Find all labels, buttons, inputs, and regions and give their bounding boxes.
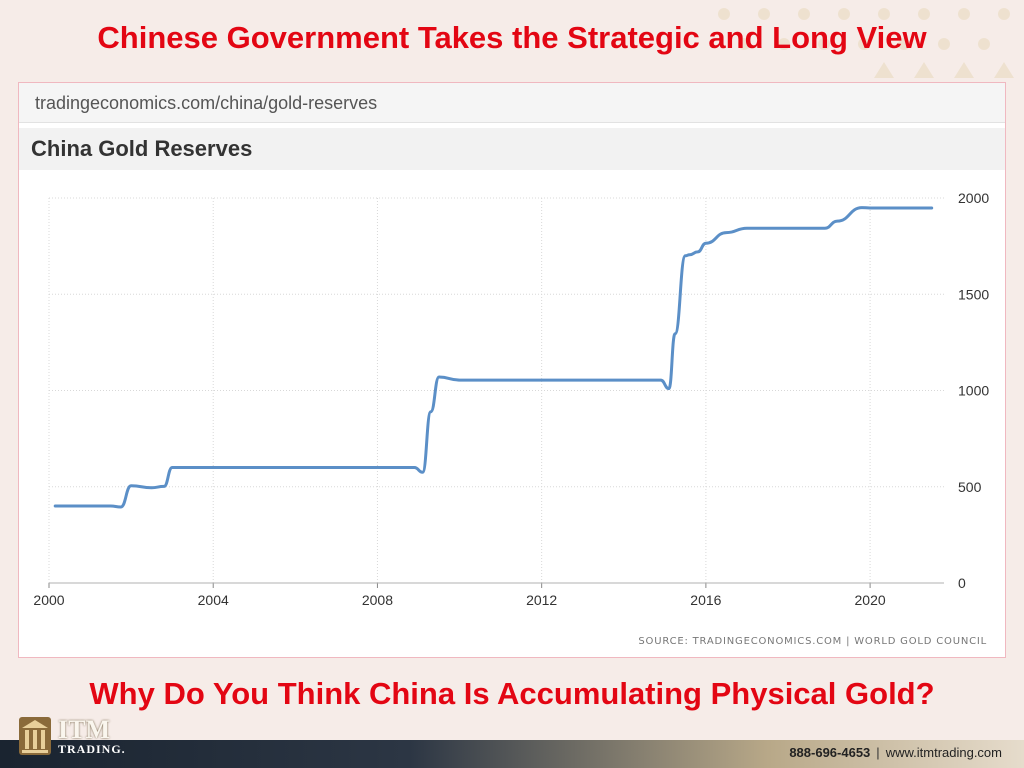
y-tick-label: 0	[958, 575, 966, 591]
pillars-icon	[19, 717, 51, 755]
chart-panel: tradingeconomics.com/china/gold-reserves…	[18, 82, 1006, 658]
y-tick-label: 1000	[958, 383, 989, 399]
x-tick-label: 2016	[690, 592, 721, 608]
x-tick-label: 2012	[526, 592, 557, 608]
footer-bar	[0, 740, 1024, 768]
chart-source: SOURCE: TRADINGECONOMICS.COM | WORLD GOL…	[638, 636, 987, 647]
x-tick-label: 2000	[33, 592, 64, 608]
contact-info: 888-696-4653 | www.itmtrading.com	[789, 745, 1002, 760]
itm-logo[interactable]: ITM TRADING.	[18, 716, 126, 756]
gold-reserves-chart: 0 500 1000 1500 2000 2000 2004 2008 2012 2016 2020	[33, 190, 989, 608]
phone-number[interactable]: 888-696-4653	[789, 745, 871, 760]
chart-title: China Gold Reserves	[19, 128, 1005, 170]
slide-question: Why Do You Think China Is Accumulating P…	[89, 676, 935, 711]
gold-reserves-line	[53, 206, 934, 509]
y-tick-label: 500	[958, 479, 982, 495]
logo-name: ITM	[58, 715, 110, 744]
x-tick-label: 2020	[855, 592, 886, 608]
x-tick-label: 2004	[198, 592, 229, 608]
contact-separator: |	[876, 745, 880, 760]
url-bar[interactable]: tradingeconomics.com/china/gold-reserves	[19, 83, 1005, 123]
x-tick-label: 2008	[362, 592, 393, 608]
y-tick-label: 2000	[958, 190, 989, 206]
logo-subtitle: TRADING.	[58, 742, 126, 756]
y-tick-label: 1500	[958, 286, 989, 302]
slide-headline: Chinese Government Takes the Strategic a…	[97, 20, 927, 55]
website-link[interactable]: www.itmtrading.com	[885, 745, 1002, 760]
dot-pattern-decoration	[718, 8, 1014, 78]
